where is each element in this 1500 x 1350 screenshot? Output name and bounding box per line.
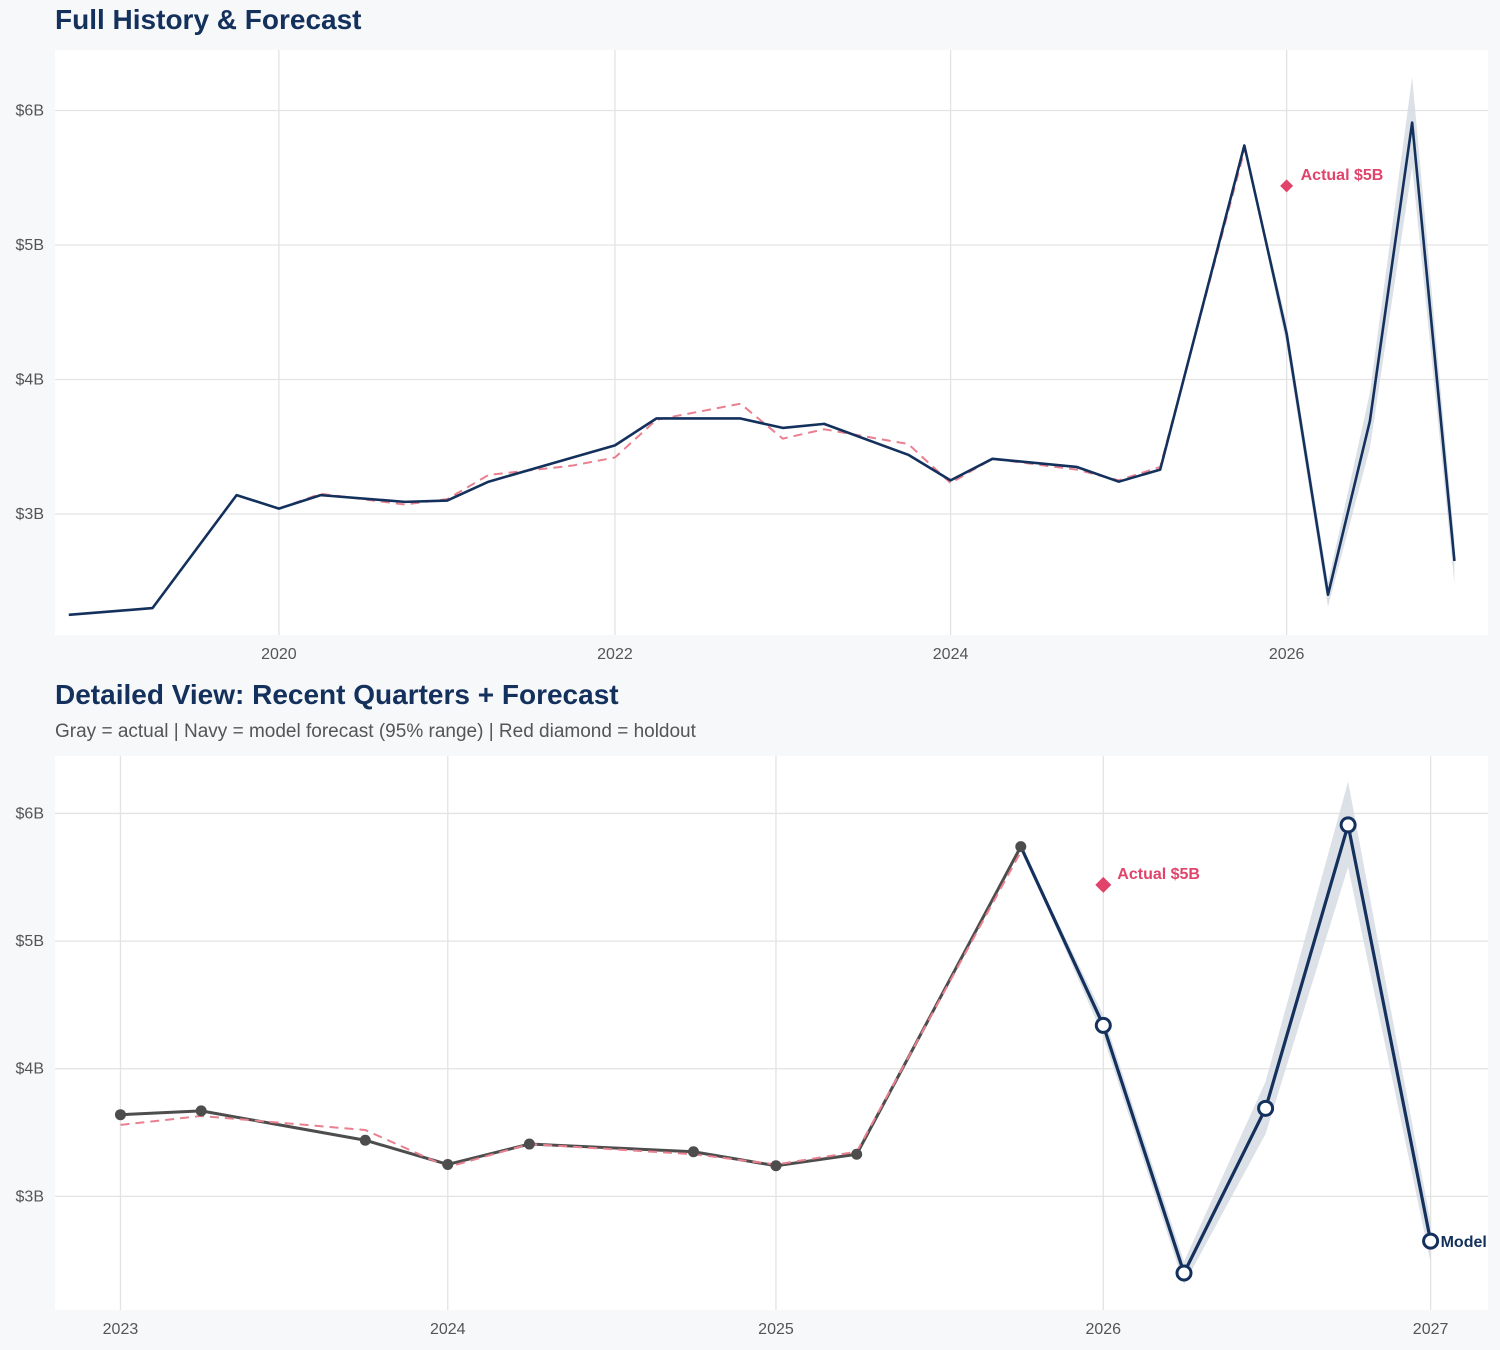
x-tick-label: 2026 [1269, 646, 1305, 663]
y-tick-label: $4B [16, 1061, 44, 1078]
actual-point [195, 1105, 207, 1117]
x-tick-label: 2024 [933, 646, 969, 663]
chart-0-group: $3B $4B $5B $6B 2020 2022 2024 2026 Actual $5B [16, 50, 1488, 663]
x-tick-label: 2023 [103, 1321, 139, 1338]
forecast-point [1094, 1016, 1112, 1034]
x-tick-label: 2020 [261, 646, 297, 663]
actual-point [523, 1138, 535, 1150]
forecast-95-range-band [1244, 76, 1455, 607]
holdout-annotation-label: Actual $5B [1117, 866, 1200, 883]
y-tick-label: $6B [16, 805, 44, 822]
y-tick-label: $6B [16, 103, 44, 120]
y-tick-label: $3B [16, 506, 44, 523]
chart-subtitle-legend: Gray = actual | Navy = model forecast (9… [55, 721, 696, 742]
actual-point [114, 1109, 126, 1121]
actual-point [687, 1146, 699, 1158]
plot-panel [55, 756, 1488, 1310]
chart-1-group: $3B $4B $5B $6B 2023 2024 2025 2026 2027 Model Act… [16, 756, 1488, 1338]
x-tick-label: 2022 [597, 646, 633, 663]
chart-title-detailed-view: Detailed View: Recent Quarters + Forecas… [55, 679, 619, 710]
actual-point [359, 1134, 371, 1146]
forecast-series-line [1019, 823, 1433, 1275]
forecast-point [1422, 1232, 1440, 1250]
history-forecast-line [68, 121, 1456, 617]
forecast-point [1257, 1099, 1275, 1117]
holdout-diamond-marker [1280, 179, 1294, 193]
y-tick-label: $5B [16, 237, 44, 254]
y-tick-label: $4B [16, 371, 44, 388]
y-tick-label: $3B [16, 1188, 44, 1205]
actual-point [1015, 841, 1027, 853]
actual-point [770, 1160, 782, 1172]
forecast-point [1339, 816, 1357, 834]
chart-title-full-history: Full History & Forecast [55, 4, 362, 35]
x-tick-label: 2024 [430, 1321, 466, 1338]
forecast-95-range-band [1020, 781, 1431, 1285]
fitted-values-dashed-line [278, 150, 1246, 510]
actual-point [442, 1158, 454, 1170]
x-tick-label: 2025 [758, 1321, 794, 1338]
x-tick-label: 2026 [1085, 1321, 1121, 1338]
holdout-annotation-label: Actual $5B [1301, 167, 1384, 184]
y-tick-label: $5B [16, 933, 44, 950]
x-tick-label: 2027 [1413, 1321, 1449, 1338]
forecast-point [1175, 1264, 1193, 1282]
actual-point [851, 1148, 863, 1160]
holdout-diamond-marker [1095, 876, 1112, 893]
plot-panel [55, 50, 1488, 635]
model-end-label: Model [1441, 1234, 1487, 1251]
